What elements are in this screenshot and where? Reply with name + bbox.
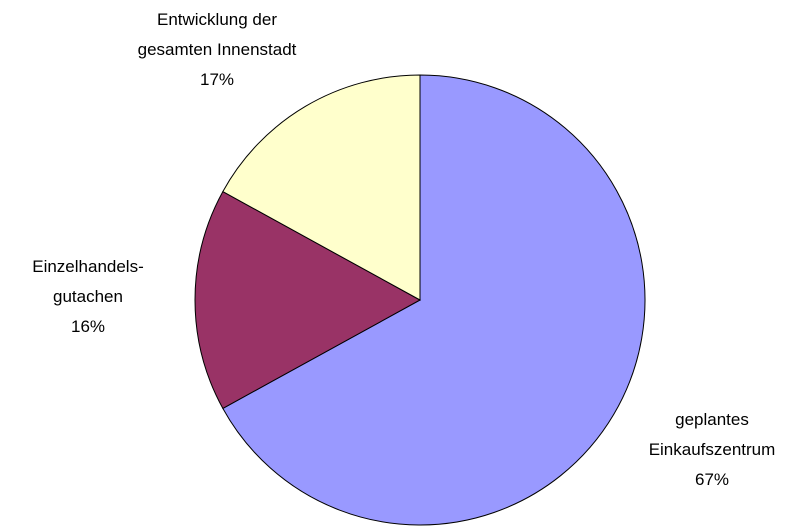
pie-slice bbox=[222, 74, 421, 301]
pie-slice bbox=[222, 74, 646, 526]
pie-slice bbox=[194, 190, 422, 410]
category-name: Entwicklung der gesamten Innenstadt bbox=[137, 10, 297, 59]
percent-label: 16% bbox=[70, 317, 106, 336]
percent-label: 67% bbox=[694, 470, 730, 489]
slice-label: Einzelhandels-gutachen 16% bbox=[21, 252, 156, 342]
slice-label: Entwicklung der gesamten Innenstadt 17% bbox=[130, 5, 305, 95]
category-name: geplantes Einkaufszentrum bbox=[648, 410, 776, 459]
percent-label: 17% bbox=[199, 70, 235, 89]
slice-label: geplantes Einkaufszentrum 67% bbox=[637, 405, 787, 495]
category-name: Einzelhandels-gutachen bbox=[32, 257, 144, 306]
